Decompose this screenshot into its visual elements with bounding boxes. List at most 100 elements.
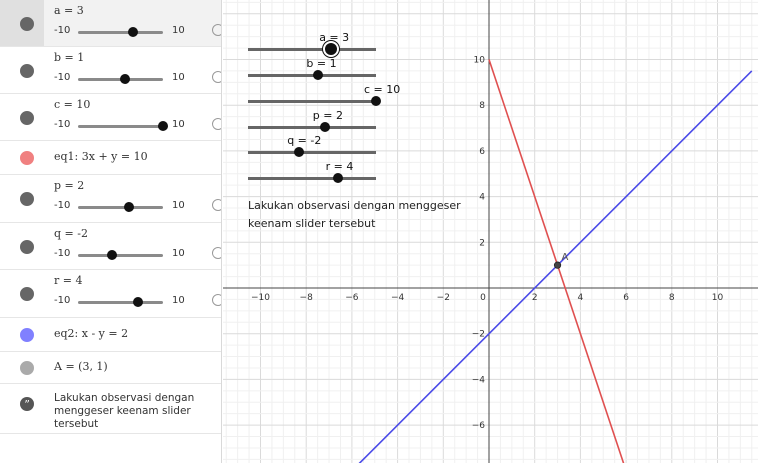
graphics-slider-label-1: b = 1 [306,57,337,70]
algebra-row-q[interactable]: q = -2 -10 10 [0,223,221,270]
algebra-panel: a = 3 -10 10 b = 1 -10 10 c = 10 -10 10 eq1: 3x +… [0,0,222,463]
algebra-row-eq2[interactable]: eq2: x - y = 2 [0,318,221,352]
slider-knob[interactable] [132,297,143,307]
slider-a[interactable]: -10 10 [54,24,221,39]
algebra-row-b[interactable]: b = 1 -10 10 [0,47,221,94]
graphics-slider-knob-4[interactable] [294,147,305,157]
visibility-toggle-r[interactable] [20,287,34,301]
point-A-label: A [562,252,569,263]
y-tick-label: 4 [479,193,485,203]
graphics-slider-knob-3[interactable] [319,122,330,132]
algebra-expr-b[interactable]: b = 1 [54,51,85,64]
x-tick-label: −8 [300,293,314,303]
line-eq2 [358,70,753,463]
slider-min: -10 [54,295,71,306]
algebra-text-note[interactable]: Lakukan observasi dengan menggeser keena… [54,392,195,430]
slider-track[interactable] [78,250,163,260]
graphics-slider-track-2[interactable] [248,100,376,103]
graphics-slider-knob-5[interactable] [332,173,343,183]
y-tick-label: 6 [479,147,485,157]
algebra-row-note[interactable]: ” Lakukan observasi dengan menggeser keen… [0,384,221,434]
slider-track[interactable] [78,74,163,84]
graphics-slider-track-1[interactable] [248,74,376,77]
slider-min: -10 [54,25,71,36]
y-tick-label: −4 [472,375,486,385]
slider-min: -10 [54,119,71,130]
y-tick-label: −2 [472,330,485,340]
play-animation-icon[interactable] [212,247,221,259]
slider-p[interactable]: -10 10 [54,199,221,214]
slider-knob[interactable] [124,202,134,212]
graphics-view[interactable]: −10 −8 −6 −4 −2 0 2 4 6 8 10 10 8 6 4 2 −2 −4 −6 A a = 3 b =… [223,0,758,463]
graphics-slider-knob-1[interactable] [313,70,324,80]
play-animation-icon[interactable] [212,294,221,306]
x-tick-label: 0 [480,293,486,303]
slider-max: 10 [172,72,185,83]
visibility-toggle-A[interactable] [20,361,34,375]
algebra-expr-a[interactable]: a = 3 [54,4,84,17]
slider-knob[interactable] [128,27,139,37]
point-A [553,261,562,269]
graphics-slider-track-4[interactable] [248,151,376,154]
slider-track[interactable] [78,202,163,212]
graphics-slider-label-3: p = 2 [312,109,343,122]
slider-max: 10 [172,295,185,306]
algebra-expr-p[interactable]: p = 2 [54,179,85,192]
text-object-icon[interactable]: ” [20,397,34,411]
slider-c[interactable]: -10 10 [54,118,221,133]
y-tick-label: −6 [472,421,486,431]
x-tick-label: −10 [251,293,270,303]
play-animation-icon[interactable] [212,199,221,211]
algebra-expr-eq2[interactable]: eq2: x - y = 2 [54,327,129,340]
visibility-toggle-b[interactable] [20,64,34,78]
x-tick-label: 10 [712,293,724,303]
algebra-row-c[interactable]: c = 10 -10 10 [0,94,221,141]
x-tick-label: 4 [578,293,584,303]
slider-knob[interactable] [158,121,168,131]
slider-q[interactable]: -10 10 [54,247,221,262]
visibility-toggle-p[interactable] [20,192,34,206]
visibility-toggle-q[interactable] [20,240,34,254]
slider-min: -10 [54,200,71,211]
graphics-slider-knob-2[interactable] [371,96,381,106]
visibility-toggle-eq2[interactable] [20,328,34,342]
slider-knob[interactable] [119,74,130,84]
slider-r[interactable]: -10 10 [54,294,221,309]
x-tick-label: 6 [623,293,629,303]
graphics-instruction-text[interactable]: Lakukan observasi dengan menggeser keena… [248,199,461,230]
algebra-row-a[interactable]: a = 3 -10 10 [0,0,221,47]
slider-track[interactable] [78,27,163,37]
slider-track[interactable] [78,121,168,131]
y-tick-label: 10 [474,56,486,66]
x-tick-label: −6 [345,293,359,303]
graphics-slider-knob-0[interactable] [325,43,338,55]
play-animation-icon[interactable] [212,118,221,130]
x-tick-label: 8 [669,293,675,303]
algebra-expr-c[interactable]: c = 10 [54,98,91,111]
graphics-slider-track-5[interactable] [248,177,376,180]
algebra-expr-A[interactable]: A = (3, 1) [54,360,108,373]
x-tick-label: −2 [437,293,450,303]
play-animation-icon[interactable] [212,71,221,83]
slider-max: 10 [172,248,185,259]
slider-b[interactable]: -10 10 [54,71,221,86]
x-tick-label: −4 [391,293,405,303]
algebra-row-p[interactable]: p = 2 -10 10 [0,175,221,223]
visibility-toggle-a[interactable] [20,17,34,31]
graphics-slider-track-3[interactable] [248,126,376,129]
algebra-row-r[interactable]: r = 4 -10 10 [0,270,221,318]
slider-knob[interactable] [107,250,117,260]
play-animation-icon[interactable] [212,24,221,36]
algebra-expr-q[interactable]: q = -2 [54,227,88,240]
graphics-slider-label-5: r = 4 [325,160,354,173]
algebra-row-eq1[interactable]: eq1: 3x + y = 10 [0,141,221,175]
visibility-toggle-c[interactable] [20,111,34,125]
slider-track[interactable] [78,297,163,307]
algebra-expr-eq1[interactable]: eq1: 3x + y = 10 [54,150,148,163]
graphics-slider-track-0[interactable] [248,48,376,51]
algebra-expr-r[interactable]: r = 4 [54,274,83,287]
graphics-slider-label-2: c = 10 [364,83,401,96]
visibility-toggle-eq1[interactable] [20,151,34,165]
algebra-row-A[interactable]: A = (3, 1) [0,352,221,384]
slider-max: 10 [172,200,185,211]
